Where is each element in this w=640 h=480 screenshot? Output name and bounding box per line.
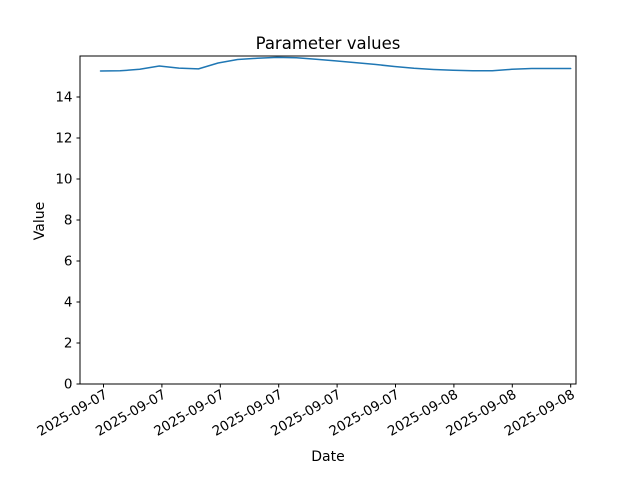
chart-title: Parameter values <box>256 34 401 53</box>
axes-spines <box>79 55 577 385</box>
plot-area: 024681012142025-09-072025-09-072025-09-0… <box>35 55 578 440</box>
y-tick-label: 4 <box>64 295 73 311</box>
y-tick-label: 8 <box>64 213 73 229</box>
y-axis-label: Value <box>32 202 48 240</box>
y-tick-label: 10 <box>55 172 72 188</box>
y-tick-label: 2 <box>64 336 73 352</box>
y-tick-label: 14 <box>55 90 72 106</box>
data-line <box>99 56 572 72</box>
y-tick-label: 6 <box>64 254 73 270</box>
x-axis-label: Date <box>311 449 344 465</box>
y-tick-label: 0 <box>64 377 73 393</box>
y-tick-label: 12 <box>55 131 72 147</box>
